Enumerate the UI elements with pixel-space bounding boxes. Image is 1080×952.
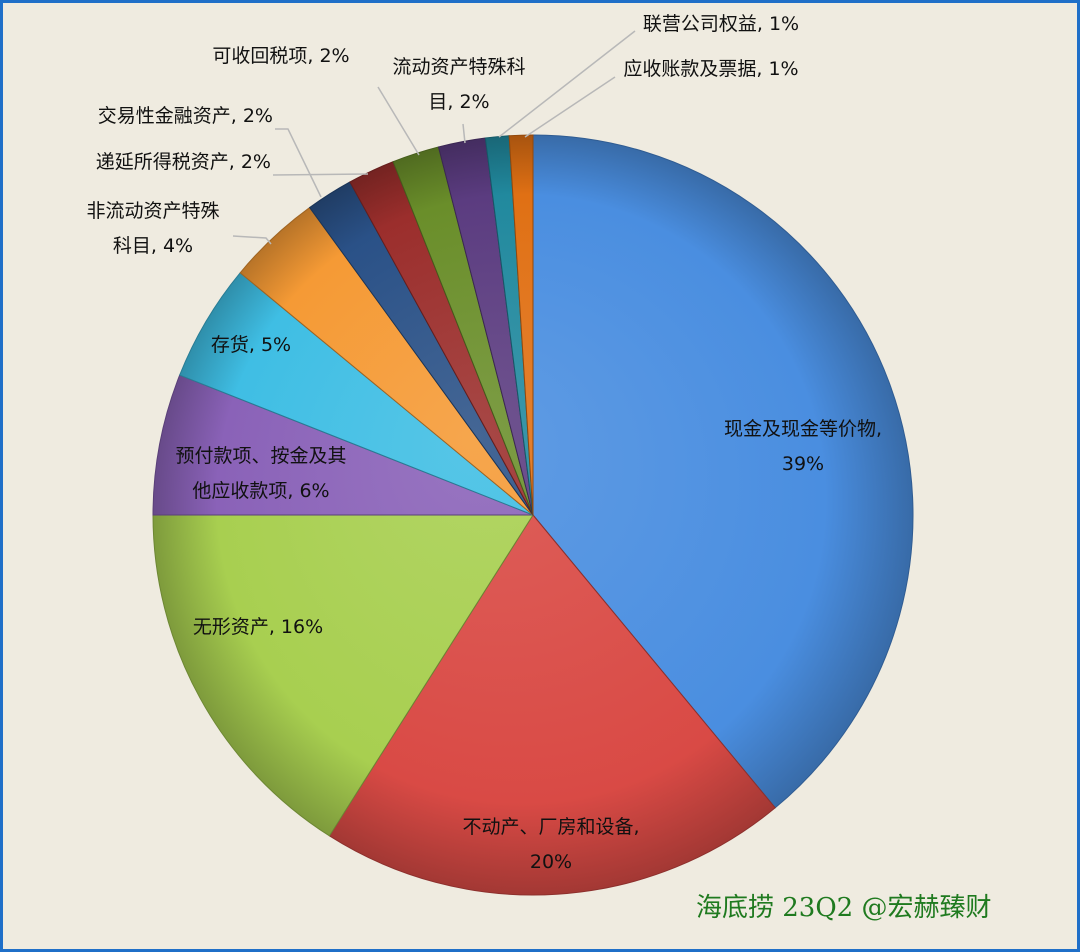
slice-label-line: 预付款项、按金及其 [175, 445, 346, 467]
slice-labels: 现金及现金等价物, 39% 不动产、厂房和设备, 20% 无形资产, 16% 预付款项、按… [86, 13, 882, 873]
pie-slice [152, 374, 534, 516]
slice-label: 交易性金融资产, 2% [98, 105, 273, 127]
pie-slice [508, 134, 534, 516]
slice-label: 无形资产, 16% [193, 616, 323, 638]
slice-label-line: 应收账款及票据, 1% [623, 58, 798, 80]
leader-line [498, 30, 636, 138]
slice-label: 预付款项、按金及其他应收款项, 6% [175, 445, 346, 502]
slice-label-line: 交易性金融资产, 2% [98, 105, 273, 127]
pie-slice [328, 514, 776, 896]
pie-slice [152, 514, 534, 837]
leader-line [524, 76, 616, 138]
slice-label-line: 流动资产特殊科 [392, 56, 525, 78]
pie-slice [532, 134, 914, 809]
leader-line [377, 86, 420, 156]
slice-label-line: 无形资产, 16% [193, 616, 323, 638]
slice-label-line: 目, 2% [428, 91, 489, 113]
slice-label: 流动资产特殊科目, 2% [392, 56, 525, 113]
slice-label: 存货, 5% [211, 334, 291, 356]
slice-label-line: 联营公司权益, 1% [643, 13, 799, 35]
pie-slices [152, 134, 914, 896]
slice-label: 可收回税项, 2% [212, 45, 349, 67]
slice-label-line: 递延所得税资产, 2% [96, 151, 271, 173]
slice-label: 不动产、厂房和设备, 20% [462, 816, 639, 873]
leader-line [462, 123, 466, 144]
slice-label-line: 20% [530, 851, 572, 873]
watermark: 海底捞 23Q2 @宏赫臻财 [696, 893, 992, 923]
slice-label-line: 存货, 5% [211, 334, 291, 356]
slice-label-line: 他应收款项, 6% [192, 480, 329, 502]
leader-line [232, 235, 272, 245]
leader-lines [232, 30, 636, 245]
slice-label-line: 非流动资产特殊 [86, 200, 219, 222]
slice-label-line: 现金及现金等价物, [724, 418, 882, 440]
slice-label-line: 科目, 4% [113, 235, 193, 257]
slice-label: 递延所得税资产, 2% [96, 151, 271, 173]
slice-label-line: 不动产、厂房和设备, [462, 816, 639, 838]
leader-line [272, 173, 369, 176]
slice-label: 联营公司权益, 1% [643, 13, 799, 35]
leader-line [275, 128, 322, 198]
slice-label: 应收账款及票据, 1% [623, 58, 798, 80]
slice-label: 非流动资产特殊科目, 4% [86, 200, 219, 257]
slice-label-line: 可收回税项, 2% [212, 45, 349, 67]
slice-label: 现金及现金等价物, 39% [724, 418, 882, 475]
slice-label-line: 39% [782, 453, 824, 475]
pie-chart: 现金及现金等价物, 39% 不动产、厂房和设备, 20% 无形资产, 16% 预付款项、按… [86, 13, 914, 896]
